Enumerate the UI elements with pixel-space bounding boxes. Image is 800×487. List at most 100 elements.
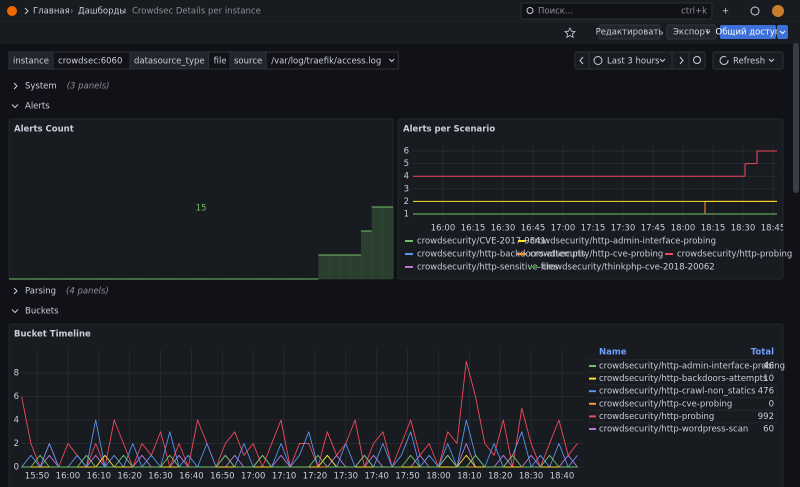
row-title[interactable]: System <box>25 82 57 92</box>
x-tick-label: 18:15 <box>701 224 726 234</box>
x-tick-label: 17:30 <box>611 224 636 234</box>
share-button[interactable] <box>720 25 776 39</box>
shift-back[interactable] <box>579 56 584 65</box>
stat-value: 15 <box>196 204 207 214</box>
search-placeholder: Поиск... <box>538 7 573 17</box>
legend-label[interactable]: crowdsecurity/http-crawl-non_statics <box>599 387 756 397</box>
legend-label[interactable]: crowdsecurity/thinkphp-cve-2018-20062 <box>542 263 715 273</box>
x-tick-label: 17:00 <box>241 472 266 482</box>
refresh-button[interactable] <box>712 51 784 70</box>
shift-forward[interactable] <box>679 56 684 65</box>
sparkline-step <box>318 255 330 279</box>
legend-label[interactable]: crowdsecurity/http-sensitive-files <box>417 263 559 273</box>
legend-total: 46 <box>763 362 774 372</box>
x-tick-label: 16:50 <box>210 472 235 482</box>
row-title[interactable]: Buckets <box>25 307 59 317</box>
legend-swatch <box>530 266 538 268</box>
row-title[interactable]: Parsing <box>25 287 56 297</box>
x-tick-label: 16:30 <box>148 472 173 482</box>
x-tick-label: 17:10 <box>272 472 297 482</box>
variable-label: source <box>234 57 262 67</box>
legend-label[interactable]: crowdsecurity/http-wordpress-scan <box>599 425 748 435</box>
refresh-icon <box>719 56 729 65</box>
x-tick-label: 17:15 <box>581 224 606 234</box>
series-line <box>21 360 578 468</box>
legend-total: 10 <box>763 374 774 384</box>
scrollbar[interactable] <box>793 43 799 193</box>
panel <box>397 118 784 280</box>
legend-swatch <box>589 365 596 367</box>
legend-label[interactable]: crowdsecurity/http-probing <box>677 250 792 260</box>
x-tick-label: 17:30 <box>334 472 359 482</box>
row-title[interactable]: Alerts <box>25 102 50 112</box>
add-button[interactable]: + <box>722 7 729 17</box>
row-chevron[interactable] <box>13 82 18 90</box>
row-panel-count: (4 panels) <box>66 287 109 297</box>
share-label: Общий доступ <box>716 28 781 38</box>
chart: 1 2 3 4 5 6 16:00 16:15 16:30 16:45 17:00 17:15 17:3… <box>404 144 783 234</box>
legend-swatch <box>518 253 526 255</box>
caret <box>768 58 775 63</box>
legend-label[interactable]: crowdsecurity/http-cve-probing <box>530 250 663 260</box>
legend-label[interactable]: crowdsecurity/http-backdoors-attempts <box>599 374 768 384</box>
legend-total: 476 <box>758 387 774 397</box>
legend-swatch <box>405 266 413 268</box>
y-tick-label: 6 <box>404 147 409 157</box>
export-label: Экспорт <box>673 28 710 38</box>
search-icon <box>526 7 534 14</box>
x-tick-label: 16:20 <box>117 472 142 482</box>
variable-label: instance <box>13 57 49 67</box>
legend-header: Total <box>751 348 774 358</box>
legend-swatch <box>589 428 596 430</box>
x-tick-label: 18:00 <box>426 472 451 482</box>
search-box[interactable] <box>520 2 713 20</box>
breadcrumb[interactable]: Главная <box>33 7 70 17</box>
sparkline-step <box>382 207 394 279</box>
time-range: Last 3 hours <box>607 57 660 67</box>
help-icon[interactable] <box>750 6 760 16</box>
star-icon[interactable] <box>564 27 576 39</box>
legend-label[interactable]: crowdsecurity/http-admin-interface-probi… <box>530 237 716 247</box>
legend-header: Name <box>599 348 627 358</box>
x-tick-label: 16:00 <box>56 472 81 482</box>
export-button[interactable] <box>666 24 717 40</box>
variable-value: crowdsec:6060 <box>58 57 122 67</box>
share-dropdown[interactable] <box>777 25 788 39</box>
legend-total: 992 <box>758 412 774 422</box>
sparkline-step <box>339 255 351 279</box>
legend-label[interactable]: crowdsecurity/http-backdoors-attempts <box>417 250 586 260</box>
x-tick-label: 16:10 <box>87 472 112 482</box>
row-chevron[interactable] <box>11 309 19 314</box>
chevron <box>24 7 29 15</box>
variable-select[interactable] <box>265 51 399 70</box>
legend-label[interactable]: crowdsecurity/http-probing <box>599 412 714 422</box>
x-tick-label: 17:20 <box>303 472 328 482</box>
y-tick-label: 4 <box>404 172 409 182</box>
x-tick-label: 18:00 <box>671 224 696 234</box>
y-tick-label: 5 <box>404 159 409 169</box>
zoom-out[interactable] <box>693 56 701 64</box>
edit-button[interactable] <box>598 24 661 40</box>
clock-icon <box>593 56 603 65</box>
logo[interactable] <box>7 6 17 16</box>
row-chevron[interactable] <box>13 287 18 295</box>
legend-label[interactable]: crowdsecurity/http-admin-interface-probi… <box>599 362 785 372</box>
row-chevron[interactable] <box>11 104 19 109</box>
sparkline-step <box>371 207 383 279</box>
breadcrumb[interactable]: Дашборды <box>78 7 126 17</box>
x-tick-label: 17:00 <box>551 224 576 234</box>
x-tick-label: 17:40 <box>364 472 389 482</box>
legend-label[interactable]: crowdsecurity/CVE-2017-9841 <box>417 237 546 247</box>
legend-total: 60 <box>763 425 774 435</box>
x-tick-label: 15:50 <box>25 472 50 482</box>
legend-label[interactable]: crowdsecurity/http-cve-probing <box>599 399 732 409</box>
x-tick-label: 16:15 <box>461 224 486 234</box>
legend-swatch <box>518 240 526 242</box>
series-line <box>21 454 578 468</box>
panel-title: Alerts per Scenario <box>403 125 495 135</box>
avatar[interactable] <box>772 5 784 17</box>
legend-swatch <box>405 253 413 255</box>
chart: 0 2 4 6 8 15:50 16:00 16:10 16:20 16:30 16:40 16:50… <box>14 349 584 482</box>
